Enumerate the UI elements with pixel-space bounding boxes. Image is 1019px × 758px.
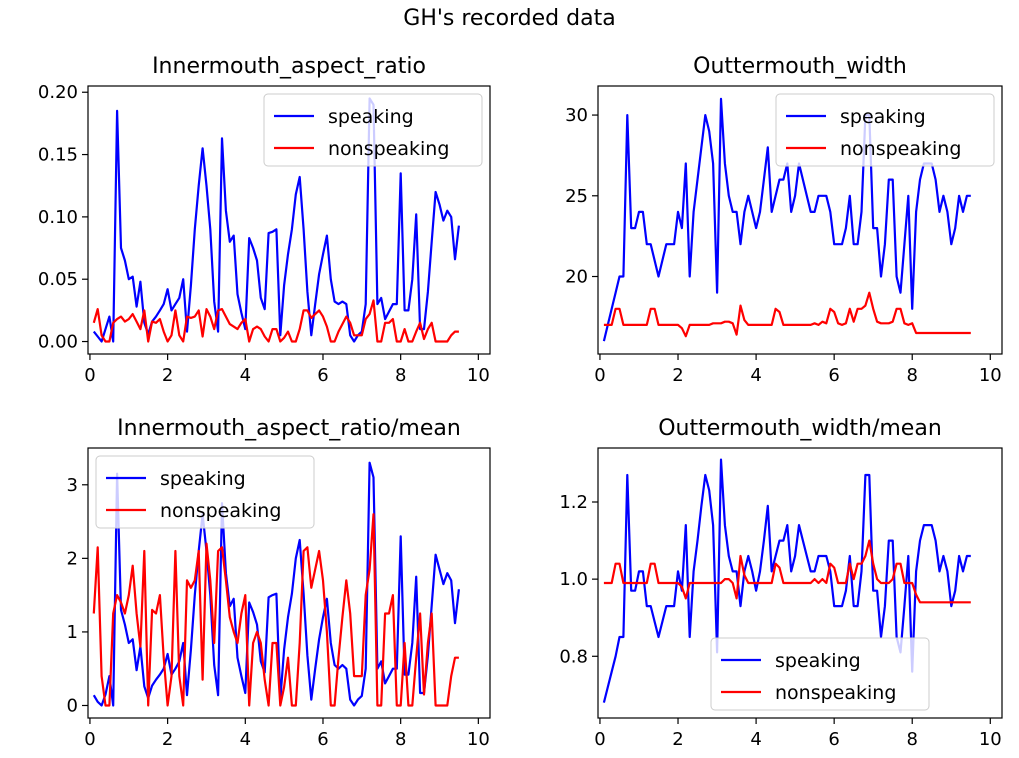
x-tick-label: 10 (979, 729, 1002, 750)
y-tick-label: 1.0 (559, 569, 588, 590)
legend-label-nonspeaking: nonspeaking (840, 138, 961, 160)
y-tick-label: 0.10 (38, 207, 78, 228)
y-tick-label: 0 (67, 695, 78, 716)
series-line-nonspeaking (92, 513, 459, 707)
x-tick-label: 8 (395, 365, 406, 386)
x-tick-label: 4 (240, 729, 251, 750)
series-line-nonspeaking (92, 299, 459, 343)
series-line-nonspeaking (603, 291, 971, 338)
x-tick-label: 6 (317, 365, 328, 386)
y-tick-label: 0.8 (559, 646, 588, 667)
x-tick-label: 0 (594, 365, 605, 386)
y-tick-label: 2 (67, 548, 78, 569)
subplot-title: Outtermouth_width/mean (658, 416, 942, 441)
x-tick-label: 4 (750, 729, 761, 750)
legend-label-speaking: speaking (840, 106, 926, 128)
x-tick-label: 8 (395, 729, 406, 750)
x-tick-label: 6 (317, 729, 328, 750)
axes-frame (87, 447, 491, 719)
legend: speaking nonspeaking (710, 637, 930, 711)
legend-label-speaking: speaking (328, 106, 414, 128)
x-tick-label: 6 (828, 365, 839, 386)
x-tick-label: 8 (906, 729, 917, 750)
x-tick-label: 6 (828, 729, 839, 750)
y-tick-label: 1 (67, 622, 78, 643)
legend-label-nonspeaking: nonspeaking (328, 138, 449, 160)
series-line-nonspeaking (603, 539, 971, 604)
series-line-speaking (92, 97, 460, 343)
legend: speaking nonspeaking (263, 93, 483, 167)
x-tick-label: 10 (467, 365, 490, 386)
x-tick-label: 0 (84, 365, 95, 386)
subplot-title: Innermouth_aspect_ratio/mean (117, 416, 461, 441)
figure-suptitle: GH's recorded data (403, 6, 616, 31)
legend-label-nonspeaking: nonspeaking (775, 682, 896, 704)
y-tick-label: 0.05 (38, 269, 78, 290)
y-tick-label: 25 (565, 186, 588, 207)
legend-box (95, 455, 315, 529)
subplot-4: Outtermouth_width/mean 0 2 4 6 8 10 0.8 1.0 1.2 sp… (559, 416, 1003, 750)
legend: speaking nonspeaking (95, 455, 315, 529)
y-tick-label: 0.20 (38, 82, 78, 103)
y-tick-label: 3 (67, 475, 78, 496)
subplot-1: Innermouth_aspect_ratio 0 2 4 6 8 10 0.00 0.05 0.… (38, 54, 491, 386)
legend-label-nonspeaking: nonspeaking (160, 500, 281, 522)
y-tick-label: 1.2 (559, 492, 588, 513)
x-tick-label: 2 (672, 729, 683, 750)
x-tick-label: 10 (979, 365, 1002, 386)
subplot-title: Outtermouth_width (693, 54, 907, 79)
x-tick-label: 4 (750, 365, 761, 386)
axes-frame (597, 447, 1003, 719)
legend-label-speaking: speaking (775, 650, 861, 672)
x-tick-label: 8 (906, 365, 917, 386)
y-tick-label: 30 (565, 105, 588, 126)
series-line-speaking (602, 458, 971, 703)
y-tick-label: 0.00 (38, 332, 78, 353)
legend: speaking nonspeaking (775, 93, 995, 167)
subplot-2: Outtermouth_width 0 2 4 6 8 10 20 25 30 speaking no… (565, 54, 1003, 386)
x-tick-label: 10 (467, 729, 490, 750)
x-tick-label: 2 (162, 365, 173, 386)
x-tick-label: 0 (594, 729, 605, 750)
x-tick-label: 2 (672, 365, 683, 386)
y-tick-label: 20 (565, 267, 588, 288)
x-tick-label: 2 (162, 729, 173, 750)
x-tick-label: 0 (84, 729, 95, 750)
axes-frame (87, 85, 491, 355)
legend-box (775, 93, 995, 167)
y-tick-label: 0.15 (38, 145, 78, 166)
legend-box (710, 637, 930, 711)
series-line-speaking (92, 461, 460, 707)
legend-label-speaking: speaking (160, 468, 246, 490)
legend-box (263, 93, 483, 167)
x-tick-label: 4 (240, 365, 251, 386)
axes-frame (597, 85, 1003, 355)
subplot-title: Innermouth_aspect_ratio (152, 54, 426, 79)
